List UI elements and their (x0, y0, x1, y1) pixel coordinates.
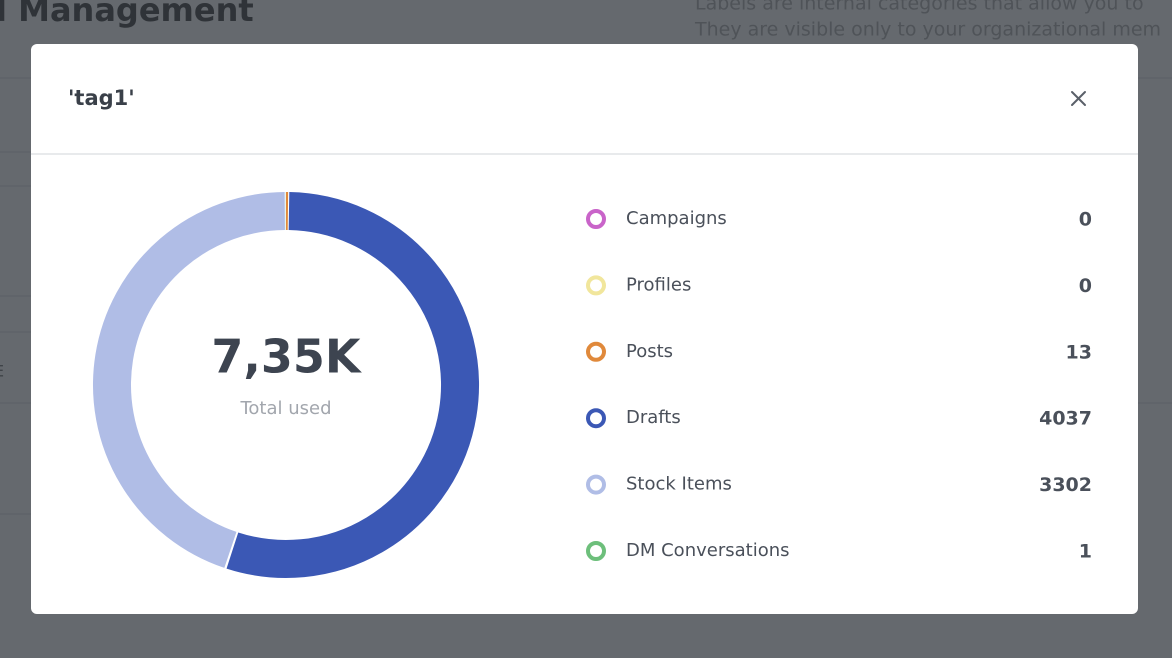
donut-segment (93, 192, 286, 568)
legend-value: 3302 (1039, 474, 1092, 496)
legend-label: Campaigns (626, 208, 727, 229)
legend-value: 0 (1079, 209, 1092, 231)
legend-icon (586, 209, 606, 229)
legend-icon (586, 408, 606, 429)
legend-label: Posts (626, 341, 673, 362)
bg-description: Labels are internal categories that allo… (695, 0, 1144, 15)
legend-icon (586, 275, 606, 296)
legend-value: 0 (1079, 275, 1092, 297)
legend-value: 1 (1079, 541, 1092, 563)
legend-value: 13 (1066, 341, 1092, 363)
modal-title: 'tag1' (68, 86, 135, 110)
bg-heading: l Management (0, 0, 254, 29)
legend-icon (586, 541, 606, 561)
legend-value: 4037 (1039, 408, 1092, 430)
legend-icon (586, 474, 606, 495)
center-label: Total used (239, 398, 331, 419)
bg-column: E (0, 362, 4, 381)
legend-label: Drafts (626, 407, 681, 428)
legend-label: Stock Items (626, 474, 732, 495)
legend-label: Profiles (626, 274, 691, 295)
center-value: 7,35K (211, 330, 362, 384)
legend-label: DM Conversations (626, 540, 790, 561)
legend-icon (586, 341, 606, 362)
donut-segment (226, 192, 479, 578)
modal (31, 44, 1138, 614)
bg-description: They are visible only to your organizati… (694, 19, 1161, 41)
close-button[interactable] (1071, 91, 1086, 106)
